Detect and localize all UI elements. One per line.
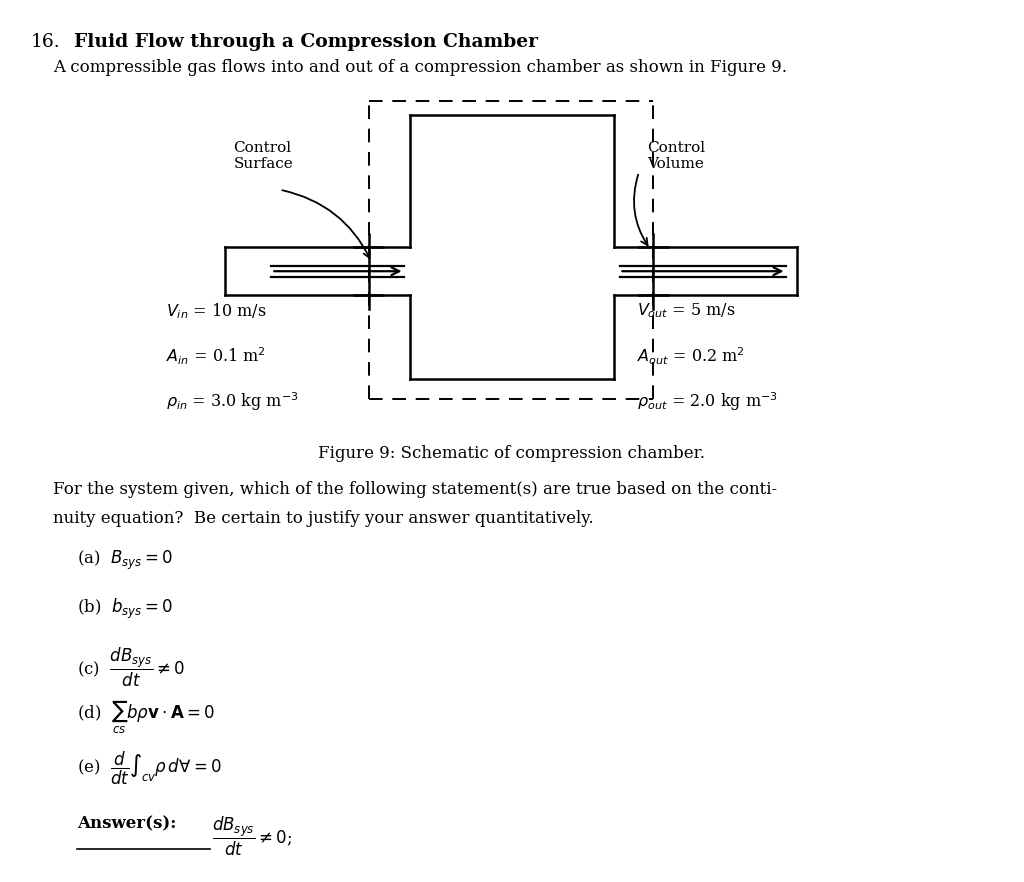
Text: $A_{\mathit{in}}$ = 0.1 m$^2$: $A_{\mathit{in}}$ = 0.1 m$^2$ xyxy=(166,346,266,367)
Text: $V_{\mathit{in}}$ = 10 m/s: $V_{\mathit{in}}$ = 10 m/s xyxy=(166,302,266,321)
Text: A compressible gas flows into and out of a compression chamber as shown in Figur: A compressible gas flows into and out of… xyxy=(53,59,787,76)
Text: $\dfrac{dB_{\mathit{sys}}}{dt} \neq 0$;: $\dfrac{dB_{\mathit{sys}}}{dt} \neq 0$; xyxy=(212,815,293,858)
Text: $\rho_{\mathit{in}}$ = 3.0 kg m$^{-3}$: $\rho_{\mathit{in}}$ = 3.0 kg m$^{-3}$ xyxy=(166,390,299,413)
Text: $A_{\mathit{out}}$ = 0.2 m$^2$: $A_{\mathit{out}}$ = 0.2 m$^2$ xyxy=(637,346,744,367)
Text: $V_{\mathit{out}}$ = 5 m/s: $V_{\mathit{out}}$ = 5 m/s xyxy=(637,302,735,320)
Text: Control
Surface: Control Surface xyxy=(233,141,293,171)
Text: (c)  $\dfrac{dB_{\mathit{sys}}}{dt} \neq 0$: (c) $\dfrac{dB_{\mathit{sys}}}{dt} \neq … xyxy=(77,646,185,689)
Text: (a)  $B_{\mathit{sys}} = 0$: (a) $B_{\mathit{sys}} = 0$ xyxy=(77,549,173,572)
Text: (b)  $b_{\mathit{sys}} = 0$: (b) $b_{\mathit{sys}} = 0$ xyxy=(77,597,173,621)
Text: (e)  $\dfrac{d}{dt}\int_{cv} \rho\, d\forall = 0$: (e) $\dfrac{d}{dt}\int_{cv} \rho\, d\for… xyxy=(77,750,221,787)
Text: nuity equation?  Be certain to justify your answer quantitatively.: nuity equation? Be certain to justify yo… xyxy=(53,510,594,527)
Text: Fluid Flow through a Compression Chamber: Fluid Flow through a Compression Chamber xyxy=(74,33,538,50)
Text: Control
Volume: Control Volume xyxy=(647,141,706,171)
Text: Figure 9: Schematic of compression chamber.: Figure 9: Schematic of compression chamb… xyxy=(318,445,706,462)
Text: (d)  $\sum_{cs} b\rho\mathbf{v} \cdot \mathbf{A} = 0$: (d) $\sum_{cs} b\rho\mathbf{v} \cdot \ma… xyxy=(77,699,215,736)
Text: $\rho_{\mathit{out}}$ = 2.0 kg m$^{-3}$: $\rho_{\mathit{out}}$ = 2.0 kg m$^{-3}$ xyxy=(637,390,778,413)
Text: 16.: 16. xyxy=(31,33,60,50)
Text: Answer(s):: Answer(s): xyxy=(77,815,182,833)
Text: For the system given, which of the following statement(s) are true based on the : For the system given, which of the follo… xyxy=(53,481,777,497)
